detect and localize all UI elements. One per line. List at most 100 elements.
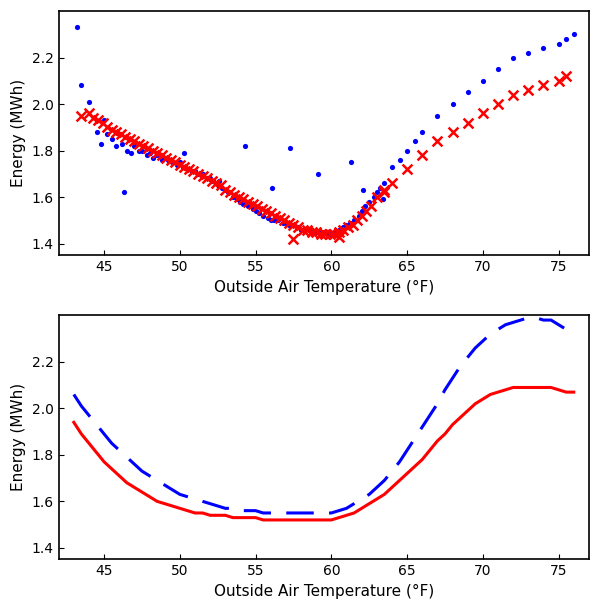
Point [345, 218, 355, 228]
Point [341, 220, 351, 230]
Point [380, 178, 389, 188]
Point [116, 129, 125, 139]
Point [178, 162, 188, 171]
Point [89, 113, 98, 123]
Point [554, 76, 563, 86]
Point [289, 234, 298, 244]
Point [172, 160, 182, 170]
Point [259, 211, 268, 221]
Point [334, 224, 344, 234]
Point [184, 164, 194, 174]
Point [217, 183, 227, 193]
Point [334, 227, 344, 237]
Point [107, 125, 116, 135]
Point [293, 223, 303, 232]
Point [243, 197, 253, 207]
Point [284, 218, 294, 228]
Point [166, 155, 176, 165]
Point [569, 29, 578, 39]
Point [349, 215, 359, 225]
Point [346, 157, 356, 167]
Point [304, 224, 313, 234]
Point [84, 97, 94, 107]
Point [433, 111, 442, 121]
Point [357, 211, 367, 221]
Point [562, 71, 571, 81]
Point [380, 185, 389, 195]
Point [248, 199, 257, 209]
Point [254, 209, 263, 218]
Point [375, 183, 385, 193]
Point [103, 129, 112, 139]
Point [125, 134, 134, 144]
Point [214, 176, 224, 185]
Point [539, 43, 548, 53]
Point [224, 187, 233, 197]
Point [160, 152, 170, 162]
Point [354, 211, 364, 221]
Point [493, 99, 503, 109]
Point [433, 137, 442, 146]
Point [163, 155, 173, 165]
Point [230, 190, 239, 199]
Y-axis label: Energy (MWh): Energy (MWh) [11, 79, 26, 187]
Point [493, 64, 503, 74]
Point [251, 206, 260, 216]
Point [179, 148, 189, 158]
Point [463, 118, 472, 127]
Point [112, 127, 121, 137]
Point [236, 197, 245, 207]
Point [320, 229, 330, 239]
Point [77, 81, 86, 90]
Point [220, 185, 230, 195]
Point [316, 229, 326, 239]
Point [284, 220, 294, 230]
Point [323, 229, 333, 239]
Point [296, 224, 306, 234]
Point [319, 227, 329, 237]
Point [271, 211, 280, 221]
Point [299, 224, 309, 234]
Point [378, 195, 388, 204]
X-axis label: Outside Air Temperature (°F): Outside Air Temperature (°F) [214, 279, 434, 295]
Point [311, 227, 321, 237]
Point [523, 48, 533, 58]
Point [448, 127, 457, 137]
Point [313, 169, 323, 179]
Point [372, 187, 382, 197]
Point [92, 127, 101, 137]
Point [343, 223, 353, 232]
Point [179, 162, 189, 171]
Point [281, 218, 290, 228]
Point [478, 109, 488, 118]
Point [112, 141, 121, 151]
Point [293, 223, 303, 232]
Point [98, 118, 107, 127]
Point [127, 148, 136, 158]
Point [72, 23, 82, 32]
Point [93, 115, 103, 125]
Point [410, 137, 419, 146]
Y-axis label: Energy (MWh): Energy (MWh) [11, 383, 26, 492]
Point [387, 178, 397, 188]
Point [225, 187, 235, 197]
Point [289, 220, 298, 230]
Point [278, 218, 287, 228]
Point [329, 229, 339, 239]
Point [239, 195, 248, 204]
Point [243, 201, 253, 211]
Point [152, 150, 162, 160]
Point [307, 227, 316, 237]
Point [130, 137, 139, 146]
Point [115, 129, 124, 139]
Point [539, 81, 548, 90]
Point [130, 141, 139, 151]
Point [361, 206, 371, 216]
Point [96, 138, 106, 148]
Point [286, 143, 295, 153]
Point [220, 185, 230, 195]
Point [253, 201, 262, 211]
Point [508, 52, 518, 62]
Point [275, 213, 284, 223]
Point [202, 174, 212, 184]
